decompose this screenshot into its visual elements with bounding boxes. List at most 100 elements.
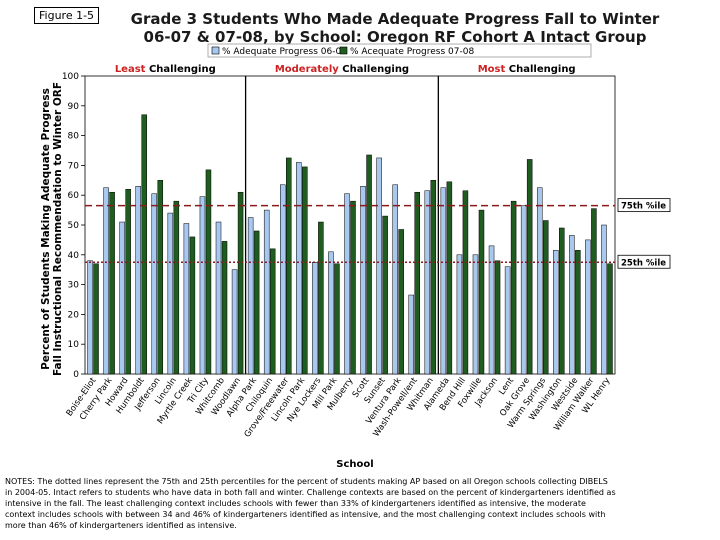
y-axis: 0 10 20 30 40 50 60 70 80 90 100 [62,72,85,380]
context-label: Moderately Challenging [275,64,409,75]
figure-label: Figure 1-5 [34,7,100,24]
legend-swatch [339,46,348,55]
bar [247,217,254,375]
bar [382,215,388,375]
context-label-part2: Challenging [509,64,576,75]
bar [446,181,453,375]
y-tick-label: 80 [68,132,80,142]
bar [424,190,431,375]
bar [103,187,109,375]
bar [520,205,527,375]
bar [93,263,99,375]
context-label-part1: Moderately [275,64,342,75]
bar [472,254,479,375]
bar [189,236,196,375]
context-label-part2: Challenging [342,64,409,75]
bar [398,229,404,375]
bar [157,180,164,375]
y-tick-label: 60 [68,191,80,201]
x-axis-title: School [336,459,373,470]
y-tick-label: 90 [68,102,80,112]
y-tick-label: 70 [68,161,80,171]
context-label-part1: Least [115,64,149,75]
bar [360,186,366,375]
bar [462,190,469,375]
bar [312,262,318,375]
bar [109,191,115,375]
bar [504,266,511,375]
bar [286,157,292,375]
context-label-part2: Challenging [149,64,216,75]
bar [553,250,559,375]
bar [280,184,286,375]
bar [263,209,270,375]
plot-area [84,75,616,375]
y-tick-label: 100 [62,72,79,82]
y-tick-label: 0 [73,370,79,380]
bar [607,263,613,375]
y-axis-title-line1: Percent of Students Making Adequate Prog… [40,88,52,370]
legend-label: % Acequate Progress 07-08 [350,47,474,57]
bar [302,166,308,375]
bar [344,193,350,375]
bar [488,245,495,375]
bar [366,154,372,375]
context-groups: Least Challenging Moderately Challenging M… [115,64,576,374]
chart-title: Grade 3 Students Who Made Adequate Progr… [100,10,690,46]
bar [334,263,340,375]
bar [408,294,414,375]
y-tick-label: 40 [68,251,80,261]
bar [253,230,260,375]
bar [167,212,174,375]
bar [376,157,382,375]
reference-lines: 75th %ile 25th %ile [85,198,671,269]
bar [510,200,517,375]
context-label: Least Challenging [115,64,216,75]
y-tick-label: 10 [68,340,80,350]
chart-title-line2: 06-07 & 07-08, by School: Oregon RF Coho… [143,28,647,46]
legend-label: % Adequate Progress 06-07 [222,47,347,57]
bar [141,114,147,375]
bar [569,235,575,375]
bar [183,223,190,375]
reference-label: 75th %ile [621,202,666,212]
reference-label: 25th %ile [621,258,666,268]
bar [440,187,447,375]
reference-label-box [617,254,671,269]
bar [526,159,533,375]
context-label-part1: Most [478,64,509,75]
bar [456,254,463,375]
legend-box [207,43,592,58]
y-tick-label: 50 [68,221,80,231]
bar [119,221,125,375]
bar [559,227,565,375]
bar [296,162,302,375]
context-label: Most Challenging [478,64,576,75]
legend: % Adequate Progress 06-07% Acequate Prog… [207,43,592,58]
bar [151,193,158,375]
notes-text: NOTES: The dotted lines represent the 75… [5,477,616,530]
bar [536,187,543,375]
bar [430,180,437,375]
bar [575,250,581,375]
bar [414,191,420,375]
bar [231,269,238,375]
bar [125,188,131,375]
legend-swatch [211,46,220,55]
y-axis-title-line2: Fall Instructional Recommendation to Win… [52,82,64,376]
chart-canvas: % Adequate Progress 06-07% Acequate Prog… [40,43,671,470]
bar [328,251,334,375]
bar [478,209,485,375]
bar [215,221,222,375]
bar [269,248,276,375]
bar [350,200,356,375]
bar [205,169,212,375]
bar [585,239,591,375]
bar [494,260,501,375]
bar [237,191,244,375]
bar [87,260,93,375]
bar [173,200,180,375]
bar [221,241,228,375]
bar [199,196,206,375]
